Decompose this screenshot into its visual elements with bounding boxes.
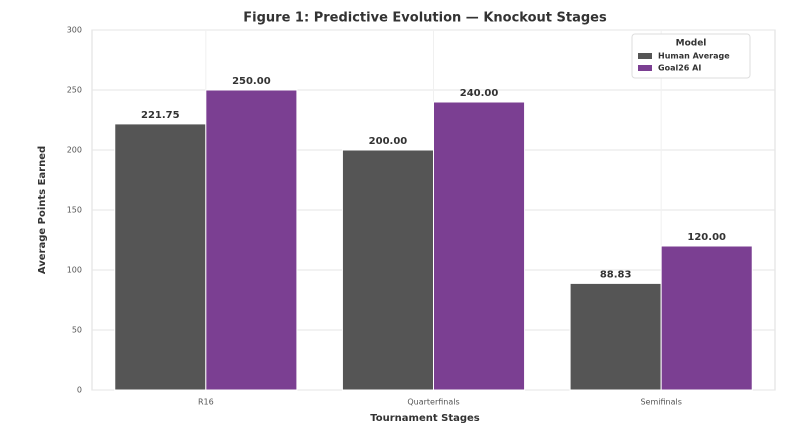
value-label: 120.00	[687, 232, 726, 243]
y-tick-label: 300	[67, 26, 82, 35]
value-label: 250.00	[232, 76, 271, 87]
y-tick-label: 150	[67, 206, 82, 215]
bar	[433, 101, 526, 391]
legend-box	[631, 33, 751, 79]
x-axis-label: Tournament Stages	[370, 413, 480, 424]
legend-swatch	[638, 65, 652, 71]
legend-swatch	[638, 53, 652, 59]
value-label: 240.00	[460, 88, 499, 99]
bar	[569, 282, 662, 391]
bar	[205, 89, 298, 391]
y-tick-label: 0	[77, 386, 82, 395]
value-label: 221.75	[141, 110, 180, 121]
bar	[660, 245, 753, 391]
x-tick-label: R16	[198, 398, 214, 407]
chart-title: Figure 1: Predictive Evolution — Knockou…	[243, 11, 607, 26]
legend-title: Model	[676, 39, 707, 49]
y-axis-label: Average Points Earned	[37, 146, 48, 274]
y-tick-label: 250	[67, 86, 82, 95]
y-tick-label: 200	[67, 146, 82, 155]
legend-label: Human Average	[658, 52, 730, 61]
x-tick-label: Quarterfinals	[407, 398, 459, 407]
value-label: 200.00	[369, 136, 408, 147]
x-tick-label: Semifinals	[640, 398, 681, 407]
y-tick-label: 50	[72, 326, 82, 335]
bar	[114, 123, 207, 391]
value-label: 88.83	[600, 269, 632, 280]
bar	[341, 149, 434, 391]
y-tick-label: 100	[67, 266, 82, 275]
legend-label: Goal26 AI	[658, 64, 701, 73]
